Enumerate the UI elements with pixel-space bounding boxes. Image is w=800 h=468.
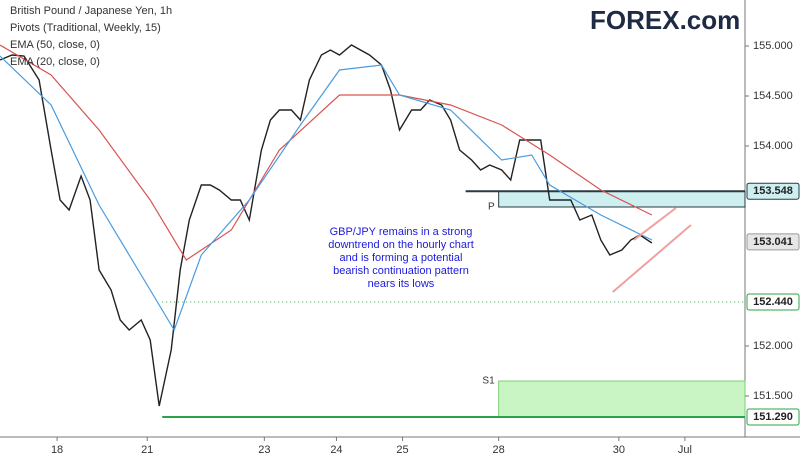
y-tick-label: 152.000 — [753, 340, 793, 352]
price-label-box — [746, 408, 800, 426]
price-label-box — [746, 182, 800, 200]
annotation: GBP/JPY remains in a strong — [330, 226, 473, 238]
x-tick-label: 24 — [330, 444, 342, 456]
ema20-label: EMA (20, close, 0) — [10, 56, 100, 68]
trendline — [633, 207, 677, 241]
annotation: nears its lows — [368, 278, 435, 290]
annotation: bearish continuation pattern — [333, 265, 469, 277]
y-tick-label: 154.500 — [753, 90, 793, 102]
zone — [498, 190, 746, 208]
ema-line — [0, 55, 653, 332]
price-label: 153.548 — [753, 185, 793, 197]
x-tick-label: 18 — [51, 444, 63, 456]
zone — [498, 380, 746, 418]
zone-label: P — [488, 202, 495, 213]
x-tick-label: 30 — [613, 444, 625, 456]
price-label: 153.041 — [753, 236, 793, 248]
x-tick-label: 25 — [396, 444, 408, 456]
price-label-box — [746, 293, 800, 311]
annotation: and is forming a potential — [340, 252, 463, 264]
ema50-label: EMA (50, close, 0) — [10, 39, 100, 51]
zone-label: S1 — [482, 376, 495, 387]
ema-line — [0, 44, 653, 261]
x-tick-label: 23 — [258, 444, 270, 456]
pivots-label: Pivots (Traditional, Weekly, 15) — [10, 22, 161, 34]
price-label: 151.290 — [753, 411, 793, 423]
price-label: 152.440 — [753, 296, 793, 308]
price-label-box — [746, 233, 800, 251]
y-tick-label: 154.000 — [753, 140, 793, 152]
x-tick-label: Jul — [678, 444, 692, 456]
y-tick-label: 155.000 — [753, 40, 793, 52]
y-tick-label: 151.500 — [753, 390, 793, 402]
annotation: downtrend on the hourly chart — [328, 239, 474, 251]
plot-area: P S1 — [0, 44, 746, 418]
chart-title: British Pound / Japanese Yen, 1h — [10, 5, 172, 17]
x-tick-label: 21 — [141, 444, 153, 456]
price-line — [0, 44, 653, 407]
x-tick-label: 28 — [493, 444, 505, 456]
logo: FOREX.com — [590, 5, 740, 35]
trendline — [612, 224, 692, 293]
